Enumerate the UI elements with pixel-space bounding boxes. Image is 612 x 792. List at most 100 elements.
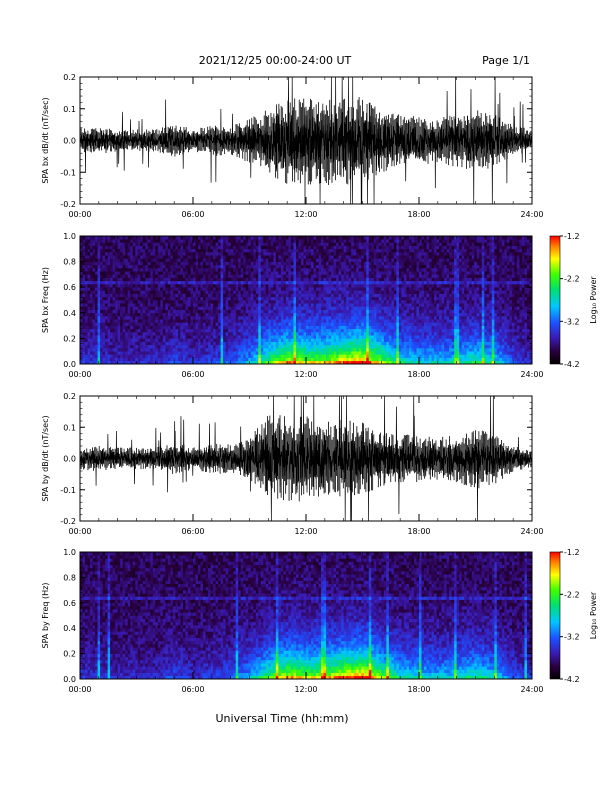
x-tick-label: 00:00 bbox=[68, 210, 91, 219]
heatmap-cell bbox=[215, 284, 219, 288]
heatmap-cell bbox=[280, 300, 284, 304]
heatmap-cell bbox=[102, 328, 106, 333]
heatmap-cell bbox=[165, 316, 169, 320]
heatmap-cell bbox=[333, 271, 337, 275]
heatmap-cell bbox=[117, 242, 121, 246]
heatmap-cell bbox=[351, 319, 355, 323]
heatmap-cell bbox=[100, 242, 103, 246]
heatmap-cell bbox=[268, 325, 272, 330]
heatmap-cell bbox=[333, 309, 337, 314]
heatmap-cell bbox=[140, 303, 144, 307]
heatmap-cell bbox=[157, 344, 161, 349]
heatmap-cell bbox=[167, 357, 171, 362]
heatmap-cell bbox=[280, 248, 284, 253]
heatmap-cell bbox=[150, 354, 154, 358]
heatmap-cell bbox=[233, 280, 236, 285]
heatmap-cell bbox=[100, 252, 103, 256]
heatmap-cell bbox=[85, 360, 88, 365]
heatmap-cell bbox=[306, 261, 309, 266]
heatmap-cell bbox=[300, 274, 304, 278]
heatmap-cell bbox=[182, 328, 186, 333]
heatmap-cell bbox=[82, 242, 86, 246]
heatmap-cell bbox=[328, 290, 332, 294]
heatmap-cell bbox=[288, 296, 292, 301]
heatmap-cell bbox=[313, 344, 317, 349]
heatmap-cell bbox=[283, 248, 287, 253]
heatmap-cell bbox=[338, 322, 342, 326]
heatmap-cell bbox=[142, 277, 146, 282]
heatmap-cell bbox=[223, 357, 226, 362]
heatmap-cell bbox=[348, 242, 352, 246]
heatmap-cell bbox=[142, 264, 146, 269]
heatmap-cell bbox=[205, 357, 209, 362]
heatmap-cell bbox=[213, 300, 216, 304]
heatmap-cell bbox=[356, 351, 360, 355]
heatmap-cell bbox=[288, 322, 292, 326]
heatmap-cell bbox=[311, 268, 314, 272]
heatmap-cell bbox=[137, 335, 141, 339]
heatmap-cell bbox=[160, 271, 164, 275]
heatmap-cell bbox=[177, 248, 181, 253]
heatmap-cell bbox=[265, 296, 269, 301]
heatmap-cell bbox=[85, 248, 88, 253]
heatmap-cell bbox=[250, 290, 254, 294]
heatmap-cell bbox=[318, 248, 322, 253]
heatmap-cell bbox=[248, 348, 252, 352]
heatmap-cell bbox=[132, 348, 136, 352]
heatmap-cell bbox=[102, 351, 106, 355]
heatmap-cell bbox=[170, 316, 174, 320]
heatmap-cell bbox=[238, 255, 242, 259]
heatmap-cell bbox=[323, 252, 327, 256]
heatmap-cell bbox=[102, 319, 106, 323]
heatmap-cell bbox=[238, 287, 242, 291]
heatmap-cell bbox=[263, 344, 267, 349]
heatmap-cell bbox=[300, 306, 304, 310]
heatmap-cell bbox=[203, 296, 206, 301]
heatmap-cell bbox=[215, 271, 219, 275]
heatmap-cell bbox=[346, 341, 349, 346]
heatmap-cell bbox=[218, 309, 221, 314]
heatmap-cell bbox=[95, 338, 98, 342]
heatmap-cell bbox=[203, 309, 206, 314]
heatmap-cell bbox=[213, 293, 216, 298]
heatmap-cell bbox=[215, 319, 219, 323]
heatmap-cell bbox=[115, 312, 118, 317]
heatmap-cell bbox=[165, 290, 169, 294]
heatmap-cell bbox=[97, 264, 101, 269]
heatmap-cell bbox=[270, 290, 274, 294]
heatmap-cell bbox=[313, 261, 317, 266]
heatmap-cell bbox=[311, 316, 314, 320]
heatmap-cell bbox=[265, 242, 269, 246]
heatmap-cell bbox=[160, 252, 164, 256]
heatmap-cell bbox=[248, 322, 252, 326]
heatmap-cell bbox=[215, 322, 219, 326]
heatmap-cell bbox=[316, 322, 319, 326]
heatmap-cell bbox=[290, 309, 294, 314]
heatmap-cell bbox=[195, 268, 199, 272]
heatmap-cell bbox=[358, 312, 362, 317]
heatmap-cell bbox=[346, 312, 349, 317]
heatmap-cell bbox=[95, 360, 98, 365]
heatmap-cell bbox=[100, 274, 103, 278]
heatmap-cell bbox=[336, 348, 339, 352]
heatmap-cell bbox=[120, 322, 123, 326]
heatmap-cell bbox=[280, 344, 284, 349]
heatmap-cell bbox=[311, 341, 314, 346]
heatmap-cell bbox=[210, 258, 214, 262]
heatmap-cell bbox=[343, 344, 347, 349]
heatmap-cell bbox=[135, 335, 139, 339]
heatmap-cell bbox=[127, 239, 131, 243]
heatmap-cell bbox=[270, 268, 274, 272]
heatmap-cell bbox=[112, 322, 116, 326]
heatmap-cell bbox=[268, 341, 272, 346]
heatmap-cell bbox=[132, 290, 136, 294]
heatmap-cell bbox=[213, 271, 216, 275]
heatmap-cell bbox=[353, 303, 357, 307]
heatmap-cell bbox=[308, 264, 312, 269]
heatmap-cell bbox=[306, 319, 309, 323]
heatmap-cell bbox=[157, 332, 161, 336]
heatmap-cell bbox=[336, 338, 339, 342]
heatmap-cell bbox=[318, 300, 322, 304]
heatmap-cell bbox=[208, 261, 211, 266]
